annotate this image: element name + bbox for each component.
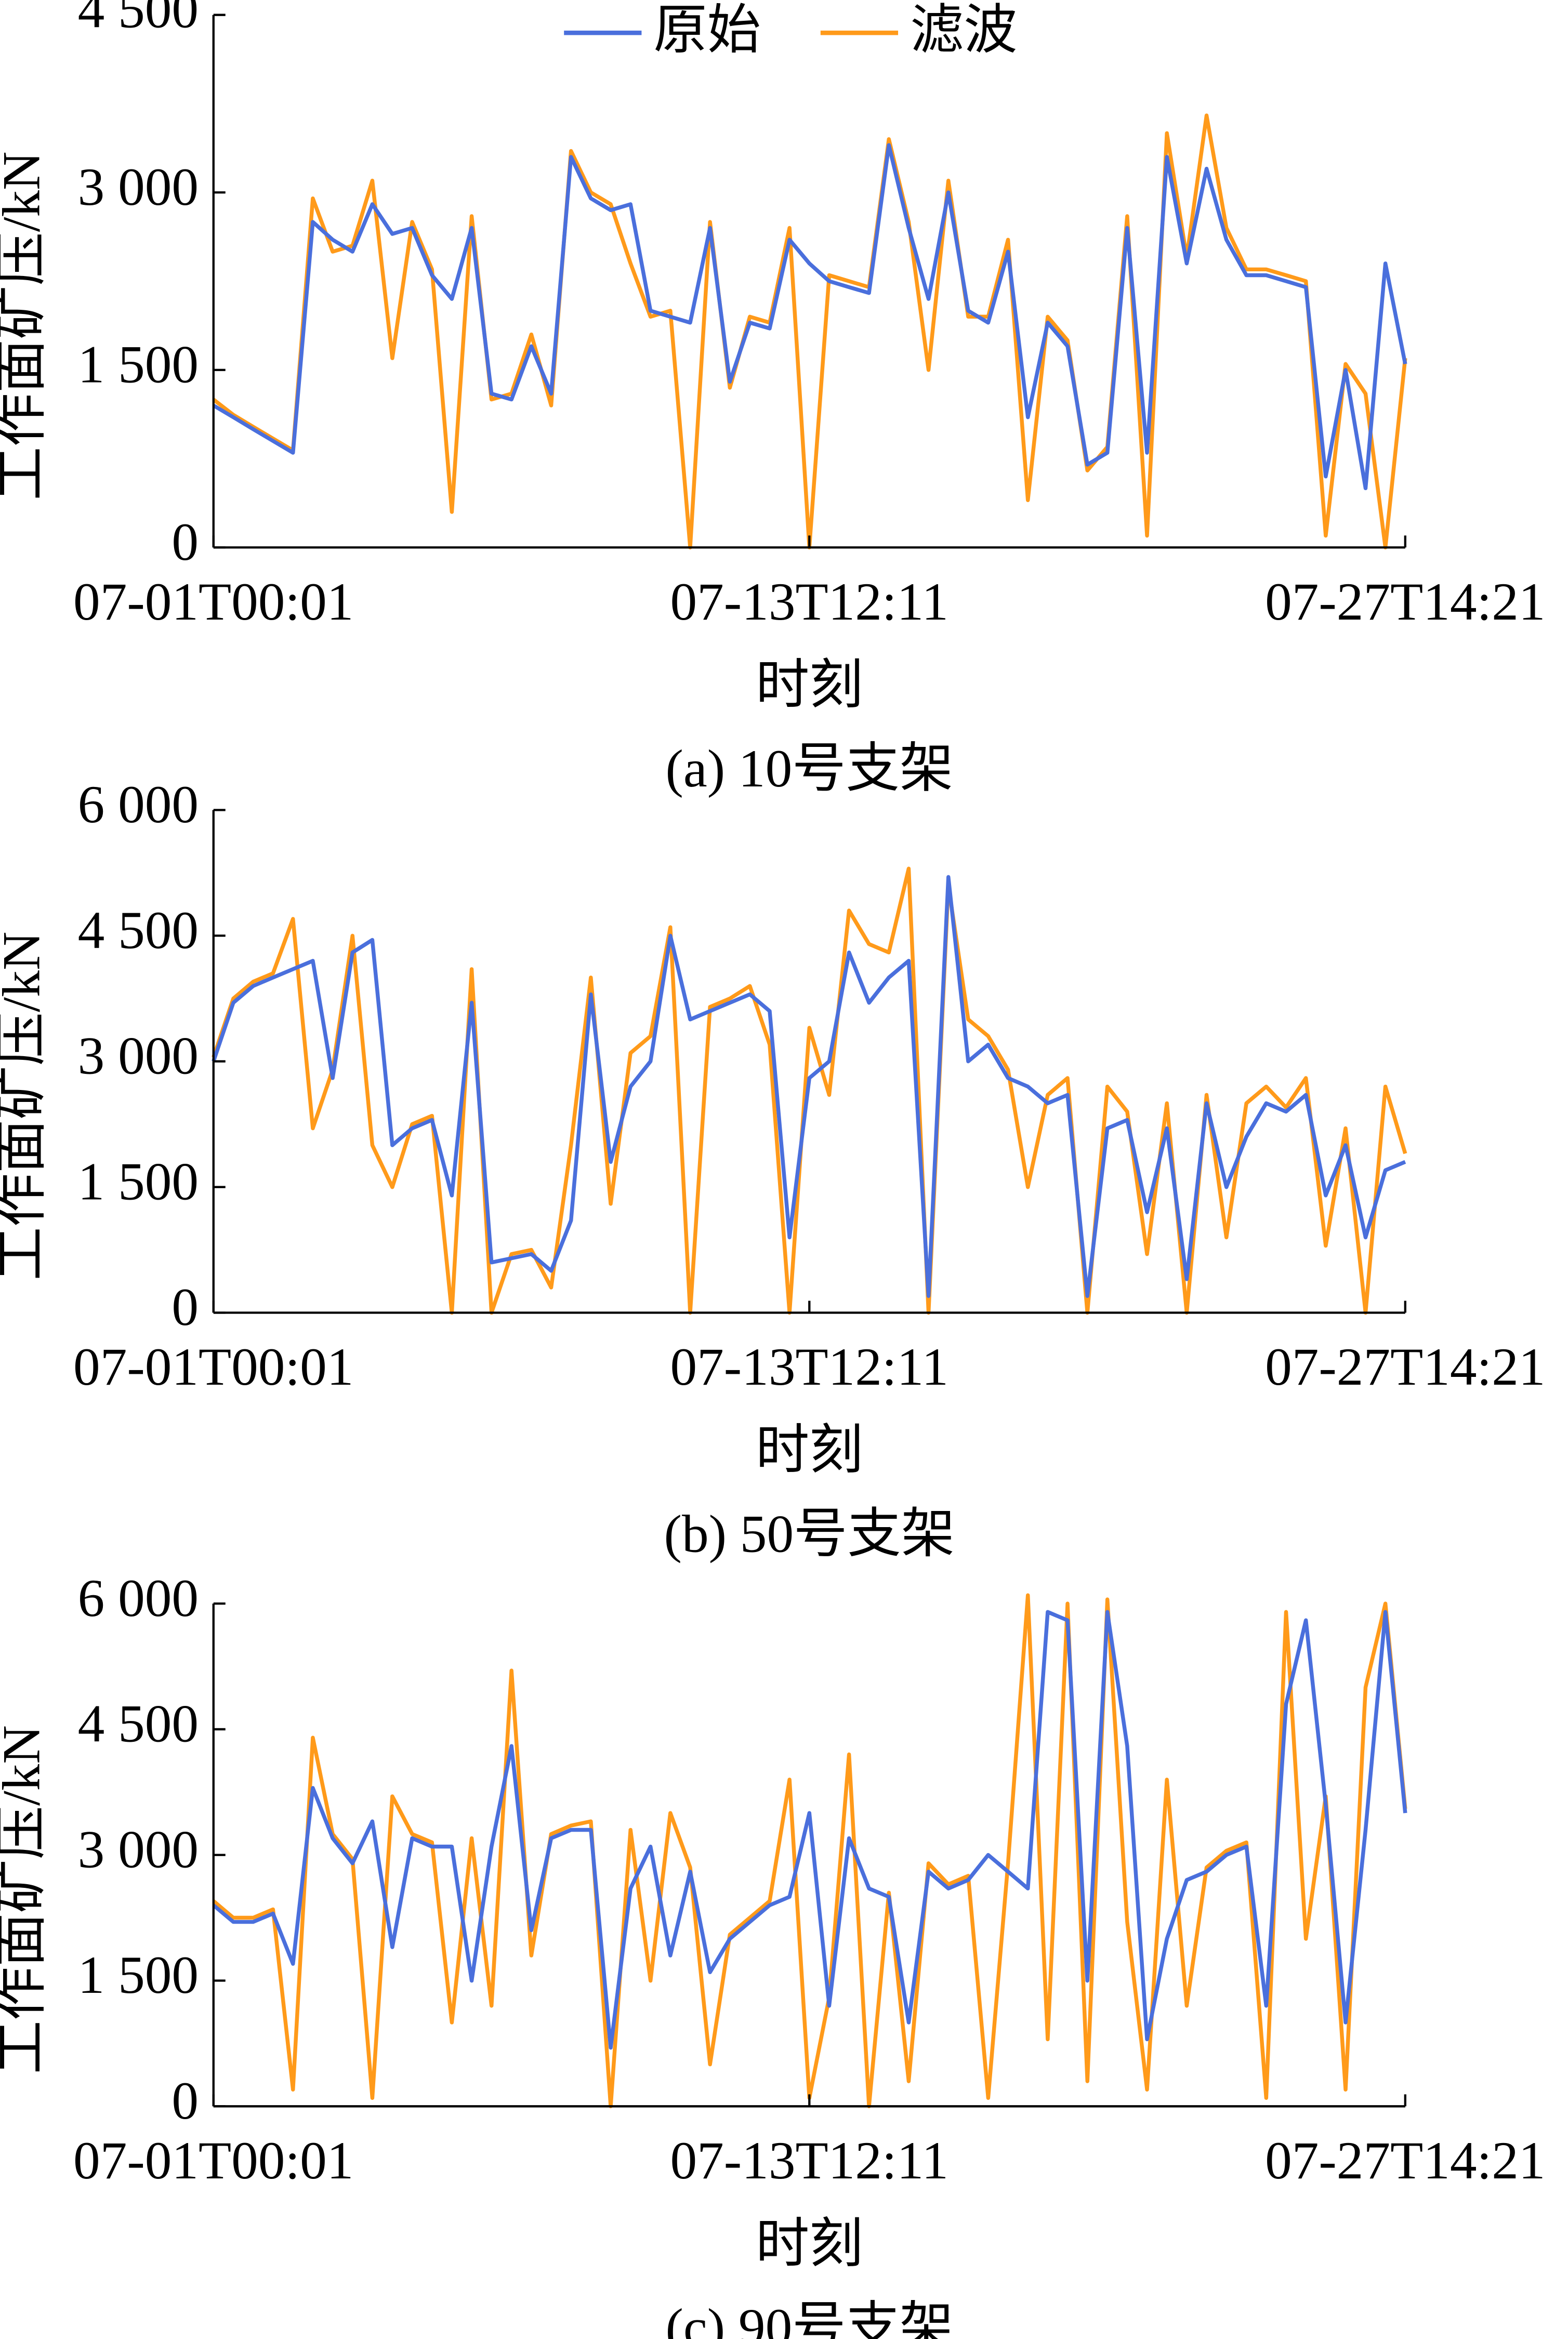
y-tick-label: 1 500 bbox=[78, 1946, 199, 2005]
chart: 0 1 500 3 000 4 500 6 000 07-01T00:01 07-13T12… bbox=[0, 775, 1546, 1563]
chart: 0 1 500 3 000 4 500 6 000 07-01T00:01 07-13T12… bbox=[0, 1569, 1546, 2339]
x-tick-label: 07-27T14:21 bbox=[1265, 2131, 1545, 2190]
x-tick-label: 07-27T14:21 bbox=[1265, 1337, 1545, 1397]
series-line bbox=[212, 1593, 1407, 2109]
series-line bbox=[212, 875, 1406, 1298]
x-axis-label: 时刻 bbox=[756, 655, 863, 715]
y-tick-label: 3 000 bbox=[78, 1027, 199, 1086]
x-tick-label: 07-01T00:01 bbox=[73, 572, 353, 632]
x-axis-label: 时刻 bbox=[756, 1421, 863, 1480]
y-tick-label: 6 000 bbox=[78, 775, 199, 834]
y-axis-label: 工作面矿压/kN bbox=[0, 1725, 51, 2074]
x-tick-label: 07-13T12:11 bbox=[670, 1337, 949, 1397]
y-tick-label: 1 500 bbox=[78, 335, 199, 394]
chart: 0 1 500 3 000 4 500 07-01T00:01 07-13T12:11 07… bbox=[0, 0, 1546, 798]
caption: (a) 10号支架 bbox=[665, 739, 953, 798]
y-tick-label: 4 500 bbox=[78, 901, 199, 960]
x-tick-label: 07-13T12:11 bbox=[670, 2131, 949, 2190]
series-line bbox=[212, 113, 1407, 549]
series-line bbox=[212, 1610, 1407, 2050]
series-line bbox=[212, 143, 1407, 491]
y-tick-label: 3 000 bbox=[78, 1820, 199, 1879]
x-tick-label: 07-13T12:11 bbox=[670, 572, 949, 632]
y-tick-label: 0 bbox=[172, 2071, 199, 2131]
caption: (c) 90号支架 bbox=[665, 2298, 953, 2339]
y-tick-label: 3 000 bbox=[78, 157, 199, 217]
y-tick-label: 1 500 bbox=[78, 1152, 199, 1211]
y-tick-label: 4 500 bbox=[78, 1694, 199, 1754]
series-line bbox=[212, 866, 1407, 1315]
caption: (b) 50号支架 bbox=[664, 1504, 955, 1563]
x-tick-label: 07-27T14:21 bbox=[1265, 572, 1545, 632]
y-axis-label: 工作面矿压/kN bbox=[0, 931, 51, 1280]
y-tick-label: 0 bbox=[172, 1278, 199, 1337]
y-axis-label: 工作面矿压/kN bbox=[0, 151, 51, 500]
legend-label: 原始 bbox=[653, 1, 761, 60]
x-axis-label: 时刻 bbox=[756, 2215, 863, 2274]
legend-label: 滤波 bbox=[910, 1, 1018, 60]
x-tick-label: 07-01T00:01 bbox=[73, 1337, 353, 1397]
y-tick-label: 6 000 bbox=[78, 1569, 199, 1628]
y-tick-label: 4 500 bbox=[78, 0, 199, 39]
x-tick-label: 07-01T00:01 bbox=[73, 2131, 353, 2190]
y-tick-label: 0 bbox=[172, 513, 199, 572]
